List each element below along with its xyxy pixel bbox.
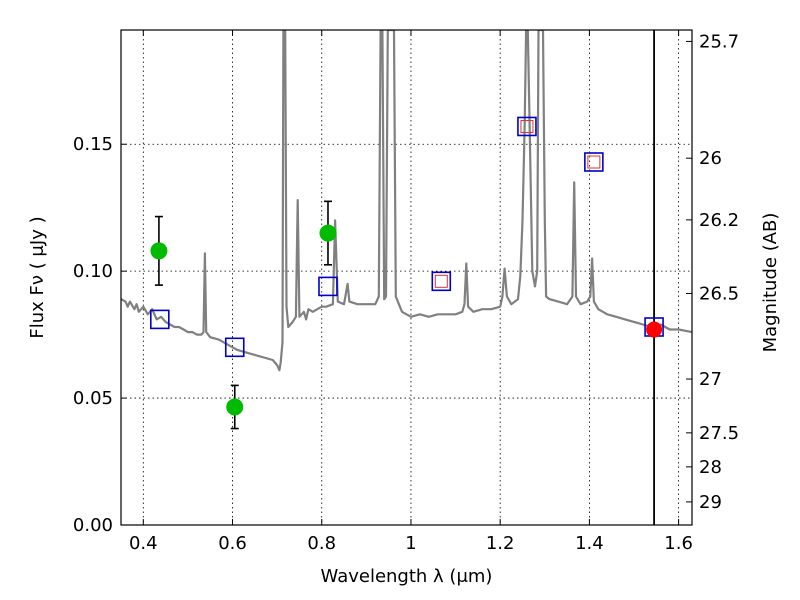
x-tick-label: 1.6 xyxy=(664,533,693,554)
red-point xyxy=(646,321,663,338)
model-square xyxy=(431,271,452,292)
right-tick-label: 28 xyxy=(699,457,722,478)
ticks-layer: 0.4 0.6 0.8 1 1.2 1.4 1.6 0.00 0.05 0.10 0.15 25.7 2… xyxy=(73,30,739,554)
right-tick-label: 25.7 xyxy=(699,31,739,52)
x-tick-label: 1.2 xyxy=(486,533,515,554)
x-axis-label: Wavelength λ (μm) xyxy=(321,566,493,587)
observed-point xyxy=(150,242,168,260)
model-square xyxy=(584,152,604,172)
right-axis-label: Magnitude (AB) xyxy=(760,213,781,353)
plot-frame xyxy=(120,29,693,526)
model-square xyxy=(224,337,245,358)
model-square-inner xyxy=(434,274,448,288)
model-square xyxy=(150,309,170,330)
y-tick-label: 0.15 xyxy=(73,134,113,155)
right-tick-label: 26 xyxy=(699,148,722,169)
x-tick-label: 0.8 xyxy=(307,533,336,554)
right-tick-label: 26.5 xyxy=(699,283,739,304)
model-square xyxy=(517,116,537,137)
observed-point xyxy=(319,224,337,242)
x-tick-label: 0.6 xyxy=(218,533,247,554)
y-axis-label: Flux Fν ( μJy ) xyxy=(27,216,48,338)
right-tick-label: 27 xyxy=(699,369,722,390)
model-square-inner xyxy=(520,119,534,133)
model-spectrum-line xyxy=(121,30,692,372)
x-tick-label: 1 xyxy=(405,533,416,554)
observed-point xyxy=(226,398,244,416)
marks-layer xyxy=(150,30,664,525)
right-tick-label: 26.2 xyxy=(699,210,739,231)
model-square-inner xyxy=(587,155,601,169)
x-tick-label: 0.4 xyxy=(129,533,158,554)
grid-layer xyxy=(121,30,692,525)
model-square xyxy=(318,276,338,297)
right-tick-label: 29 xyxy=(699,492,722,513)
y-tick-label: 0.00 xyxy=(73,515,113,536)
x-tick-label: 1.4 xyxy=(575,533,604,554)
y-tick-label: 0.05 xyxy=(73,388,113,409)
right-tick-label: 27.5 xyxy=(699,423,739,444)
y-tick-label: 0.10 xyxy=(73,261,113,282)
spectrum-layer xyxy=(121,30,692,372)
